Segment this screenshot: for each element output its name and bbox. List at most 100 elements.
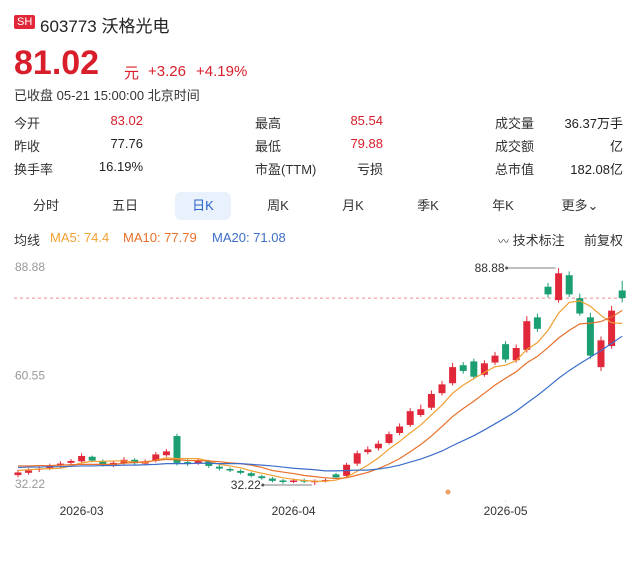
- candle-body: [597, 340, 605, 368]
- candle-body: [502, 344, 510, 360]
- change-pct: +4.19%: [196, 63, 248, 80]
- stat-value: 77.76: [110, 136, 143, 151]
- stat-value: 83.02: [110, 113, 143, 128]
- ma-line: [17, 300, 623, 482]
- candle-body: [586, 317, 594, 356]
- stat-label: 昨收: [14, 139, 41, 154]
- candle-body: [14, 472, 22, 476]
- stat-label: 总市值: [495, 162, 535, 177]
- candle-body: [374, 443, 382, 449]
- candle-body: [99, 461, 107, 465]
- y-tick-label: 32.22: [15, 477, 45, 491]
- candle-body: [438, 384, 446, 394]
- indicator-title: 均线: [14, 233, 41, 248]
- stat-value: 16.19%: [98, 159, 143, 174]
- candle-body: [215, 466, 223, 469]
- candle-body: [396, 426, 404, 433]
- price: 81.02: [14, 44, 100, 82]
- mark-label: 技术标注: [512, 233, 565, 248]
- stat-label: 最高: [255, 116, 282, 131]
- ma-line: [18, 309, 623, 480]
- candle-body: [332, 474, 340, 478]
- annotation-dot: [505, 266, 509, 270]
- candle-body: [565, 275, 573, 295]
- period-tab[interactable]: 季K: [417, 198, 439, 213]
- candle-body: [544, 286, 552, 295]
- stat-value: 亿: [609, 139, 623, 154]
- candle-body: [618, 290, 626, 299]
- candle-body: [162, 451, 170, 456]
- candle-body: [576, 298, 584, 314]
- y-tick-label: 60.55: [15, 369, 45, 383]
- candle-body: [608, 310, 616, 347]
- candle-body: [226, 468, 234, 471]
- period-tab[interactable]: 更多⌄: [561, 198, 599, 213]
- candle-body: [290, 480, 298, 483]
- stat-value: 亏损: [356, 162, 383, 177]
- annotation-dot: [261, 483, 265, 487]
- candle-body: [406, 411, 414, 425]
- mark-toggle[interactable]: 〰 技术标注: [498, 233, 565, 248]
- candle-body: [67, 460, 75, 463]
- stat-value: 79.88: [350, 136, 383, 151]
- candle-body: [279, 480, 287, 483]
- candle-body: [555, 273, 563, 301]
- period-tab[interactable]: 日K: [175, 192, 231, 220]
- candle-body: [194, 460, 202, 464]
- stat-label: 成交量: [495, 116, 535, 131]
- annotation-label: 88.88: [475, 261, 505, 275]
- stat-label: 今开: [14, 116, 41, 131]
- stock-name: 沃格光电: [101, 17, 170, 36]
- ma-line: [17, 335, 623, 472]
- status: 已收盘 05-21 15:00:00 北京时间: [14, 88, 200, 103]
- legend-entry: MA10: 77.79: [123, 230, 197, 245]
- candle-body: [78, 455, 86, 462]
- candle-body: [364, 449, 372, 453]
- candle-body: [152, 454, 160, 461]
- stock-code: 603773: [40, 17, 97, 36]
- legend-entry: MA20: 71.08: [212, 230, 286, 245]
- x-tick-label: 2026-05: [484, 504, 528, 518]
- change: +3.26: [148, 63, 186, 80]
- x-tick-label: 2026-04: [272, 504, 316, 518]
- period-tab[interactable]: 周K: [267, 198, 289, 213]
- x-tick-label: 2026-03: [60, 504, 104, 518]
- candle-body: [470, 361, 478, 377]
- adjust-toggle[interactable]: 前复权: [584, 233, 624, 248]
- candle-body: [184, 462, 192, 464]
- candle-body: [480, 363, 488, 375]
- period-tab[interactable]: 月K: [342, 198, 364, 213]
- candle-body: [385, 434, 393, 443]
- candle-body: [88, 456, 96, 461]
- stat-value: 182.08亿: [570, 162, 623, 177]
- stat-label: 最低: [255, 139, 282, 154]
- y-tick-label: 88.88: [15, 260, 45, 274]
- candle-body: [247, 473, 255, 476]
- chevron: ⌄: [587, 198, 599, 213]
- stat-label: 成交额: [495, 139, 535, 154]
- candle-body: [523, 321, 531, 350]
- price-unit: 元: [124, 65, 140, 82]
- candle-body: [258, 476, 266, 479]
- stat-value: 36.37万手: [564, 116, 623, 131]
- candle-body: [268, 478, 276, 481]
- stat-label: 换手率: [14, 162, 54, 177]
- candle-body: [459, 365, 467, 371]
- period-tab[interactable]: 分时: [32, 198, 59, 213]
- candle-body: [417, 409, 425, 415]
- candle-body: [427, 393, 435, 408]
- candle-body: [173, 436, 181, 463]
- candle-body: [533, 317, 541, 329]
- candle-body: [353, 453, 361, 464]
- period-tab[interactable]: 年K: [492, 198, 514, 213]
- candle-body: [491, 355, 499, 363]
- candle-body: [25, 470, 33, 473]
- annotation-label: 32.22: [231, 478, 261, 492]
- candle-body: [237, 470, 245, 473]
- candle-body: [512, 347, 520, 361]
- exchange-tag: SH: [14, 15, 36, 29]
- stat-value: 85.54: [350, 113, 383, 128]
- period-tab[interactable]: 五日: [111, 198, 138, 213]
